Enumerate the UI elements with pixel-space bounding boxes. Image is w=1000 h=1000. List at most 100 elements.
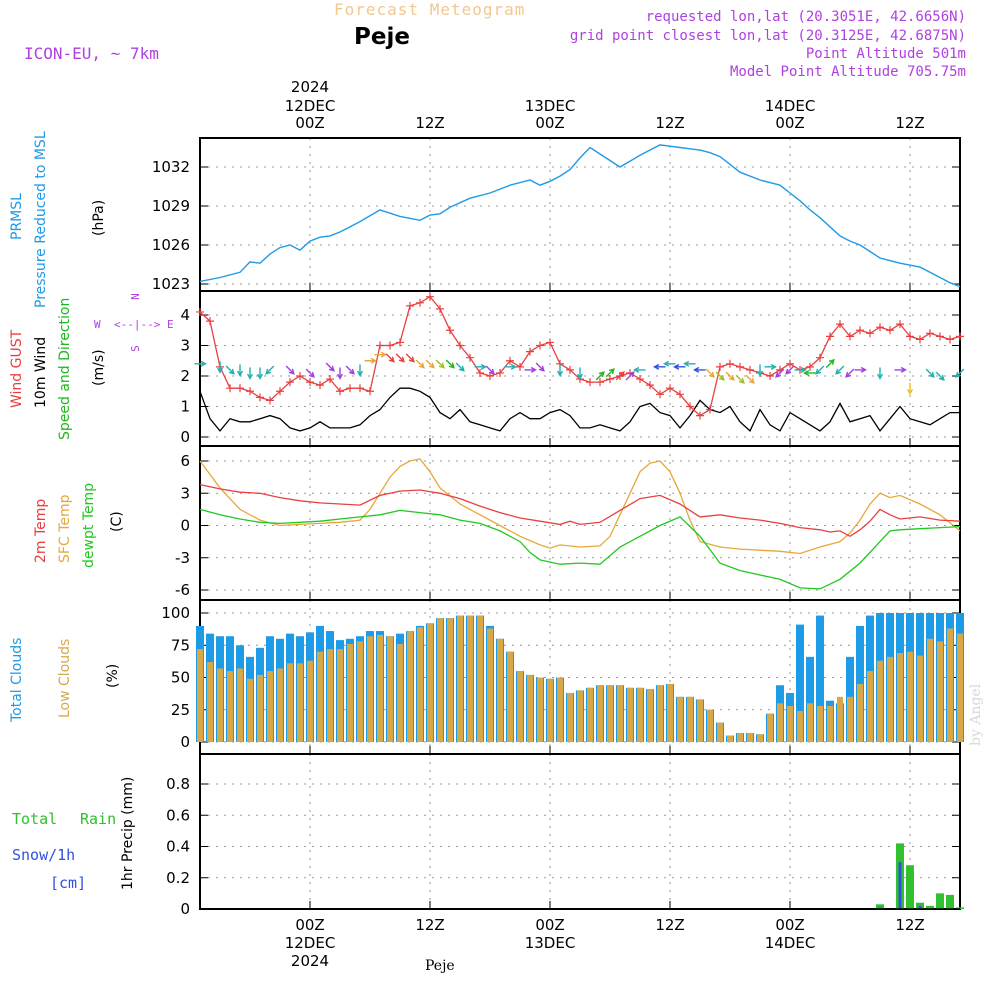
- wind-direction-arrow: [576, 367, 584, 380]
- pressure-line: [199, 144, 961, 288]
- wind-direction-arrow: [715, 371, 725, 381]
- wind-direction-arrow: [405, 353, 415, 363]
- wind-direction-arrow: [625, 371, 635, 381]
- gust-marker: [406, 301, 414, 310]
- low-cloud-bar: [627, 687, 633, 742]
- gust-marker: [836, 320, 844, 329]
- gust-marker: [586, 378, 594, 387]
- low-cloud-bar: [747, 732, 753, 742]
- wind-direction-arrow: [653, 363, 666, 370]
- low-cloud-bar: [507, 651, 513, 742]
- low-cloud-bar: [487, 628, 493, 742]
- wind-direction-arrow: [876, 367, 884, 380]
- gust-marker: [676, 390, 684, 399]
- low-cloud-bar: [647, 689, 653, 742]
- wind-direction-arrow: [825, 358, 835, 369]
- wind-direction-arrow: [906, 382, 914, 396]
- gust-marker: [826, 332, 834, 341]
- y-tick-label: -3: [175, 549, 190, 567]
- total-cloud-bar: [816, 615, 824, 742]
- compass-rose: N S E W <--|-->: [92, 290, 182, 360]
- y-tick-label: 0.6: [166, 806, 190, 824]
- gust-marker: [316, 381, 324, 390]
- low-cloud-bar: [397, 643, 403, 742]
- total-cloud-bar: [796, 624, 804, 742]
- gust-marker: [936, 332, 944, 341]
- wind-direction-arrow: [435, 359, 445, 369]
- top-time-label: 00Z: [535, 114, 564, 132]
- wind-direction-arrow: [455, 362, 465, 372]
- y-tick-label: 2: [180, 367, 190, 385]
- y-tick-label: 6: [180, 452, 190, 470]
- y-tick-label: 100: [161, 604, 190, 622]
- y-tick-label: 0.2: [166, 869, 190, 887]
- low-cloud-bar: [757, 734, 763, 742]
- chart-title: Forecast Meteogram: [334, 0, 526, 19]
- wind-direction-arrow: [474, 363, 487, 370]
- y-tick-label: 4: [180, 306, 190, 324]
- bottom-time-label: 00Z: [535, 916, 564, 934]
- low-cloud-bar: [427, 623, 433, 742]
- low-cloud-bar: [517, 671, 523, 742]
- low-cloud-bar: [857, 683, 863, 742]
- wind-direction-arrow: [256, 367, 264, 380]
- low-cloud-bar: [707, 709, 713, 742]
- wind-direction-arrow: [236, 364, 244, 377]
- gust-marker: [566, 365, 574, 374]
- compass-e: E: [167, 318, 174, 331]
- low-cloud-bar: [837, 696, 843, 742]
- low-cloud-bar: [567, 692, 573, 742]
- wind-direction-arrow: [615, 371, 625, 381]
- bottom-time-label: 12Z: [655, 916, 684, 934]
- bottom-time-label: 00Z: [775, 916, 804, 934]
- wind-speed-line: [199, 387, 960, 432]
- location-title: Peje: [354, 24, 410, 50]
- low-cloud-bar: [337, 649, 343, 742]
- low-cloud-bar: [457, 615, 463, 742]
- wind-direction-arrow: [194, 360, 207, 367]
- legend-snow: Snow/1h: [12, 846, 76, 864]
- low-cloud-bar: [547, 678, 553, 742]
- low-cloud-bar: [717, 722, 723, 742]
- requested-coords: requested lon,lat (20.3051E, 42.6656N): [645, 9, 966, 25]
- snow-bar: [918, 905, 922, 909]
- y-tick-label: 0.8: [166, 775, 190, 793]
- low-cloud-bar: [497, 638, 503, 742]
- snow-bar: [898, 862, 902, 909]
- wind-direction-arrow: [445, 359, 455, 369]
- rain-bar: [956, 907, 964, 909]
- wind-direction-arrow: [745, 374, 755, 384]
- low-cloud-bar: [917, 655, 923, 742]
- low-cloud-bar: [797, 711, 803, 742]
- low-cloud-bar: [197, 649, 203, 742]
- gust-marker: [666, 384, 674, 393]
- gust-marker: [386, 341, 394, 350]
- low-cloud-bar: [327, 649, 333, 742]
- y-tick-label: 1026: [152, 236, 190, 254]
- top-time-label: 12Z: [655, 114, 684, 132]
- low-cloud-bar: [927, 638, 933, 742]
- wind-direction-arrow: [556, 364, 564, 377]
- gust-marker: [206, 317, 214, 326]
- wind-direction-arrow: [415, 359, 425, 369]
- gust-marker: [806, 362, 814, 371]
- gust-marker: [956, 332, 964, 341]
- low-cloud-bar: [697, 699, 703, 742]
- gust-marker: [286, 378, 294, 387]
- gust-marker: [346, 384, 354, 393]
- wind-direction-arrow: [835, 365, 845, 375]
- low-cloud-bar: [847, 696, 853, 742]
- gust-marker: [896, 320, 904, 329]
- gust-marker: [636, 375, 644, 384]
- low-cloud-bar: [807, 703, 813, 742]
- low-cloud-bar: [267, 671, 273, 742]
- gust-marker: [336, 387, 344, 396]
- gust-marker: [496, 368, 504, 377]
- dewpt-line: [199, 508, 961, 590]
- y-tick-label: 75: [171, 636, 190, 654]
- legend-cm: [cm]: [50, 874, 87, 892]
- bottom-time-label: 2024: [291, 952, 329, 970]
- legend-total: Total: [12, 810, 58, 828]
- gust-marker: [396, 338, 404, 347]
